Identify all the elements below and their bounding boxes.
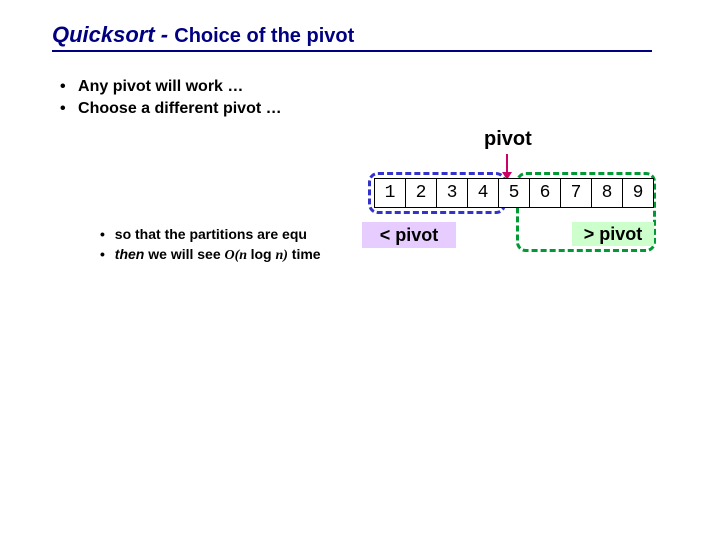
text-then: then: [115, 246, 145, 262]
array-cell: 5: [498, 178, 530, 208]
bigO-n: n): [275, 248, 287, 263]
bigO-O: O(n: [225, 248, 251, 263]
array-cell: 3: [436, 178, 468, 208]
array-cells: 1 2 3 4 5 6 7 8 9: [374, 178, 653, 208]
text-suffix: time: [288, 246, 321, 262]
bullet-complexity: then we will see O(n log n) time: [100, 246, 321, 264]
bullet-choose-different: Choose a different pivot …: [60, 100, 282, 118]
bullet-partitions-equal: so that the partitions are equ: [100, 226, 307, 242]
array-cell: 8: [591, 178, 623, 208]
bullet-any-pivot: Any pivot will work …: [60, 78, 243, 96]
title-main: Quicksort -: [52, 22, 174, 47]
pivot-label: pivot: [484, 128, 532, 151]
slide-title: Quicksort - Choice of the pivot: [52, 22, 354, 48]
pivot-arrow-icon: [506, 154, 508, 174]
title-sub: Choice of the pivot: [174, 25, 354, 47]
array-cell: 9: [622, 178, 654, 208]
title-underline: [52, 50, 652, 52]
array-cell: 6: [529, 178, 561, 208]
greater-than-pivot-label: > pivot: [572, 222, 654, 246]
bigO-log: log: [251, 246, 276, 262]
array-cell: 7: [560, 178, 592, 208]
text: so that the partitions are equ: [115, 226, 307, 242]
less-than-pivot-label: < pivot: [362, 222, 456, 248]
text-mid: we will see: [144, 246, 224, 262]
array-cell: 1: [374, 178, 406, 208]
array-cell: 4: [467, 178, 499, 208]
array-cell: 2: [405, 178, 437, 208]
